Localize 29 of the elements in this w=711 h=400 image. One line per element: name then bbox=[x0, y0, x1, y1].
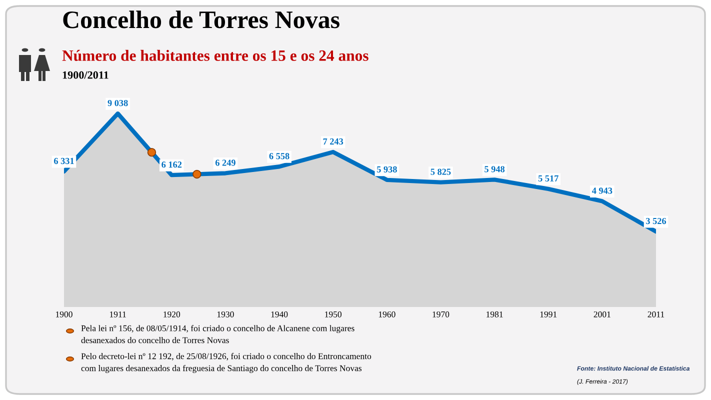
x-tick-label: 2001 bbox=[594, 311, 610, 318]
data-label: 6 249 bbox=[215, 160, 236, 166]
data-label: 5 517 bbox=[538, 175, 558, 182]
x-tick-label: 1950 bbox=[325, 311, 342, 318]
text: 1900/2011 bbox=[62, 71, 108, 79]
chart-title: Concelho de Torres Novas bbox=[63, 10, 340, 28]
x-tick-label: 1981 bbox=[486, 311, 503, 318]
data-label: 5 825 bbox=[430, 168, 451, 175]
x-tick-label: 1991 bbox=[540, 311, 557, 318]
data-label: 6 162 bbox=[162, 162, 182, 168]
x-tick-label: 1970 bbox=[432, 311, 450, 318]
x-tick-label: 1960 bbox=[378, 311, 396, 318]
chart-subtitle: Número de habitantes entre os 15 e os 24 anos bbox=[62, 50, 368, 61]
data-label: 6 331 bbox=[54, 158, 74, 164]
data-label: 3 526 bbox=[646, 218, 666, 224]
x-tick-label: 1920 bbox=[164, 311, 180, 318]
x-tick-label: 1940 bbox=[271, 311, 288, 318]
data-label: 7 243 bbox=[323, 138, 344, 145]
x-tick-label: 1900 bbox=[56, 311, 72, 318]
text: Pela lei nº 156, de 08/05/1914, foi criado o concelho de Alcanene com lugares desanexados do concelho de Torres Novas bbox=[81, 325, 354, 344]
x-tick-label: 2011 bbox=[648, 311, 664, 318]
x-tick-label: 1911 bbox=[110, 311, 126, 318]
data-label: 6 558 bbox=[269, 153, 290, 160]
data-label: 5 948 bbox=[484, 166, 505, 172]
data-label: 9 038 bbox=[108, 100, 128, 106]
x-tick-label: 1930 bbox=[217, 311, 234, 318]
data-label: 4 943 bbox=[592, 188, 612, 194]
data-label: 5 938 bbox=[376, 166, 397, 172]
text: Pelo decreto-lei nº 12 192, de 25/08/1926, foi criado o concelho do Entroncamento com lugares desanexados da freguesia de Santiago do concelho de Torres Novas bbox=[81, 352, 372, 373]
